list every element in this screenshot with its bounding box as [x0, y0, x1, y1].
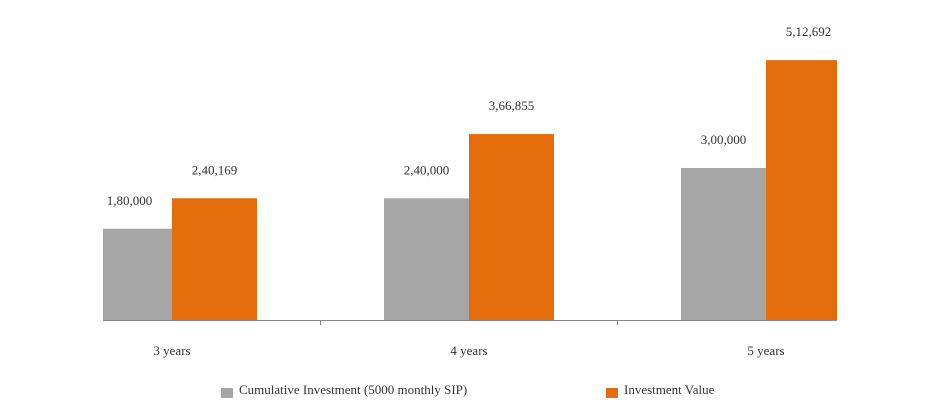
cumulative-investment-bar	[384, 198, 469, 320]
investment-value-bar	[766, 60, 837, 320]
legend-label: Investment Value	[624, 382, 715, 397]
plot-area	[103, 60, 837, 320]
investment-value-bar	[172, 198, 257, 320]
legend-swatch	[221, 388, 233, 398]
data-label: 3,00,000	[701, 132, 747, 147]
data-label: 2,40,000	[404, 162, 450, 177]
x-tick-label: 4 years	[450, 343, 487, 358]
legend-swatch	[606, 388, 618, 398]
legend-label: Cumulative Investment (5000 monthly SIP)	[239, 382, 467, 397]
x-tick-label: 5 years	[747, 343, 784, 358]
cumulative-investment-bar	[681, 167, 766, 320]
data-label: 1,80,000	[107, 193, 153, 208]
data-label: 3,66,855	[489, 98, 535, 113]
investment-value-bar	[469, 134, 554, 320]
cumulative-investment-bar	[103, 228, 172, 320]
x-tick-label: 3 years	[153, 343, 190, 358]
data-label: 5,12,692	[786, 24, 832, 39]
data-label: 2,40,169	[192, 162, 238, 177]
